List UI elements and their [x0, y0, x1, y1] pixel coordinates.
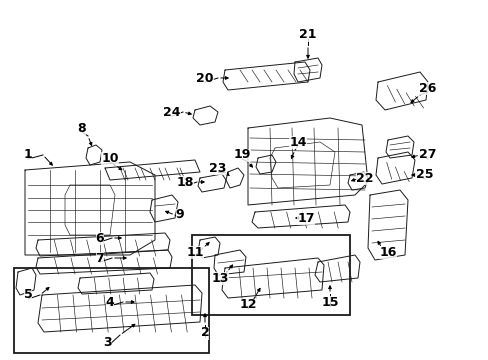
Text: 17: 17 [297, 211, 314, 225]
Text: 12: 12 [239, 298, 256, 311]
Text: 21: 21 [299, 28, 316, 41]
Text: 3: 3 [103, 336, 112, 348]
Text: 8: 8 [78, 122, 86, 135]
Text: 4: 4 [105, 296, 114, 309]
Bar [192, 235, 349, 315]
Text: 13: 13 [211, 271, 228, 284]
Text: 26: 26 [418, 81, 436, 94]
Text: 10: 10 [101, 152, 119, 165]
Text: 18: 18 [176, 175, 193, 189]
Text: 22: 22 [356, 171, 373, 184]
Text: 5: 5 [23, 288, 32, 302]
Text: 19: 19 [233, 148, 250, 162]
Text: 25: 25 [415, 168, 433, 181]
Text: 2: 2 [200, 327, 209, 339]
Text: 11: 11 [186, 246, 203, 258]
Text: 16: 16 [379, 246, 396, 258]
Text: 24: 24 [163, 105, 181, 118]
Text: 14: 14 [289, 135, 306, 148]
Text: 9: 9 [175, 208, 184, 221]
Text: 23: 23 [209, 162, 226, 175]
Text: 6: 6 [96, 231, 104, 244]
Text: 1: 1 [23, 148, 32, 162]
Text: 15: 15 [321, 296, 338, 309]
Bar [14, 268, 208, 353]
Text: 27: 27 [418, 148, 436, 162]
Text: 20: 20 [196, 72, 213, 85]
Text: 7: 7 [96, 252, 104, 265]
